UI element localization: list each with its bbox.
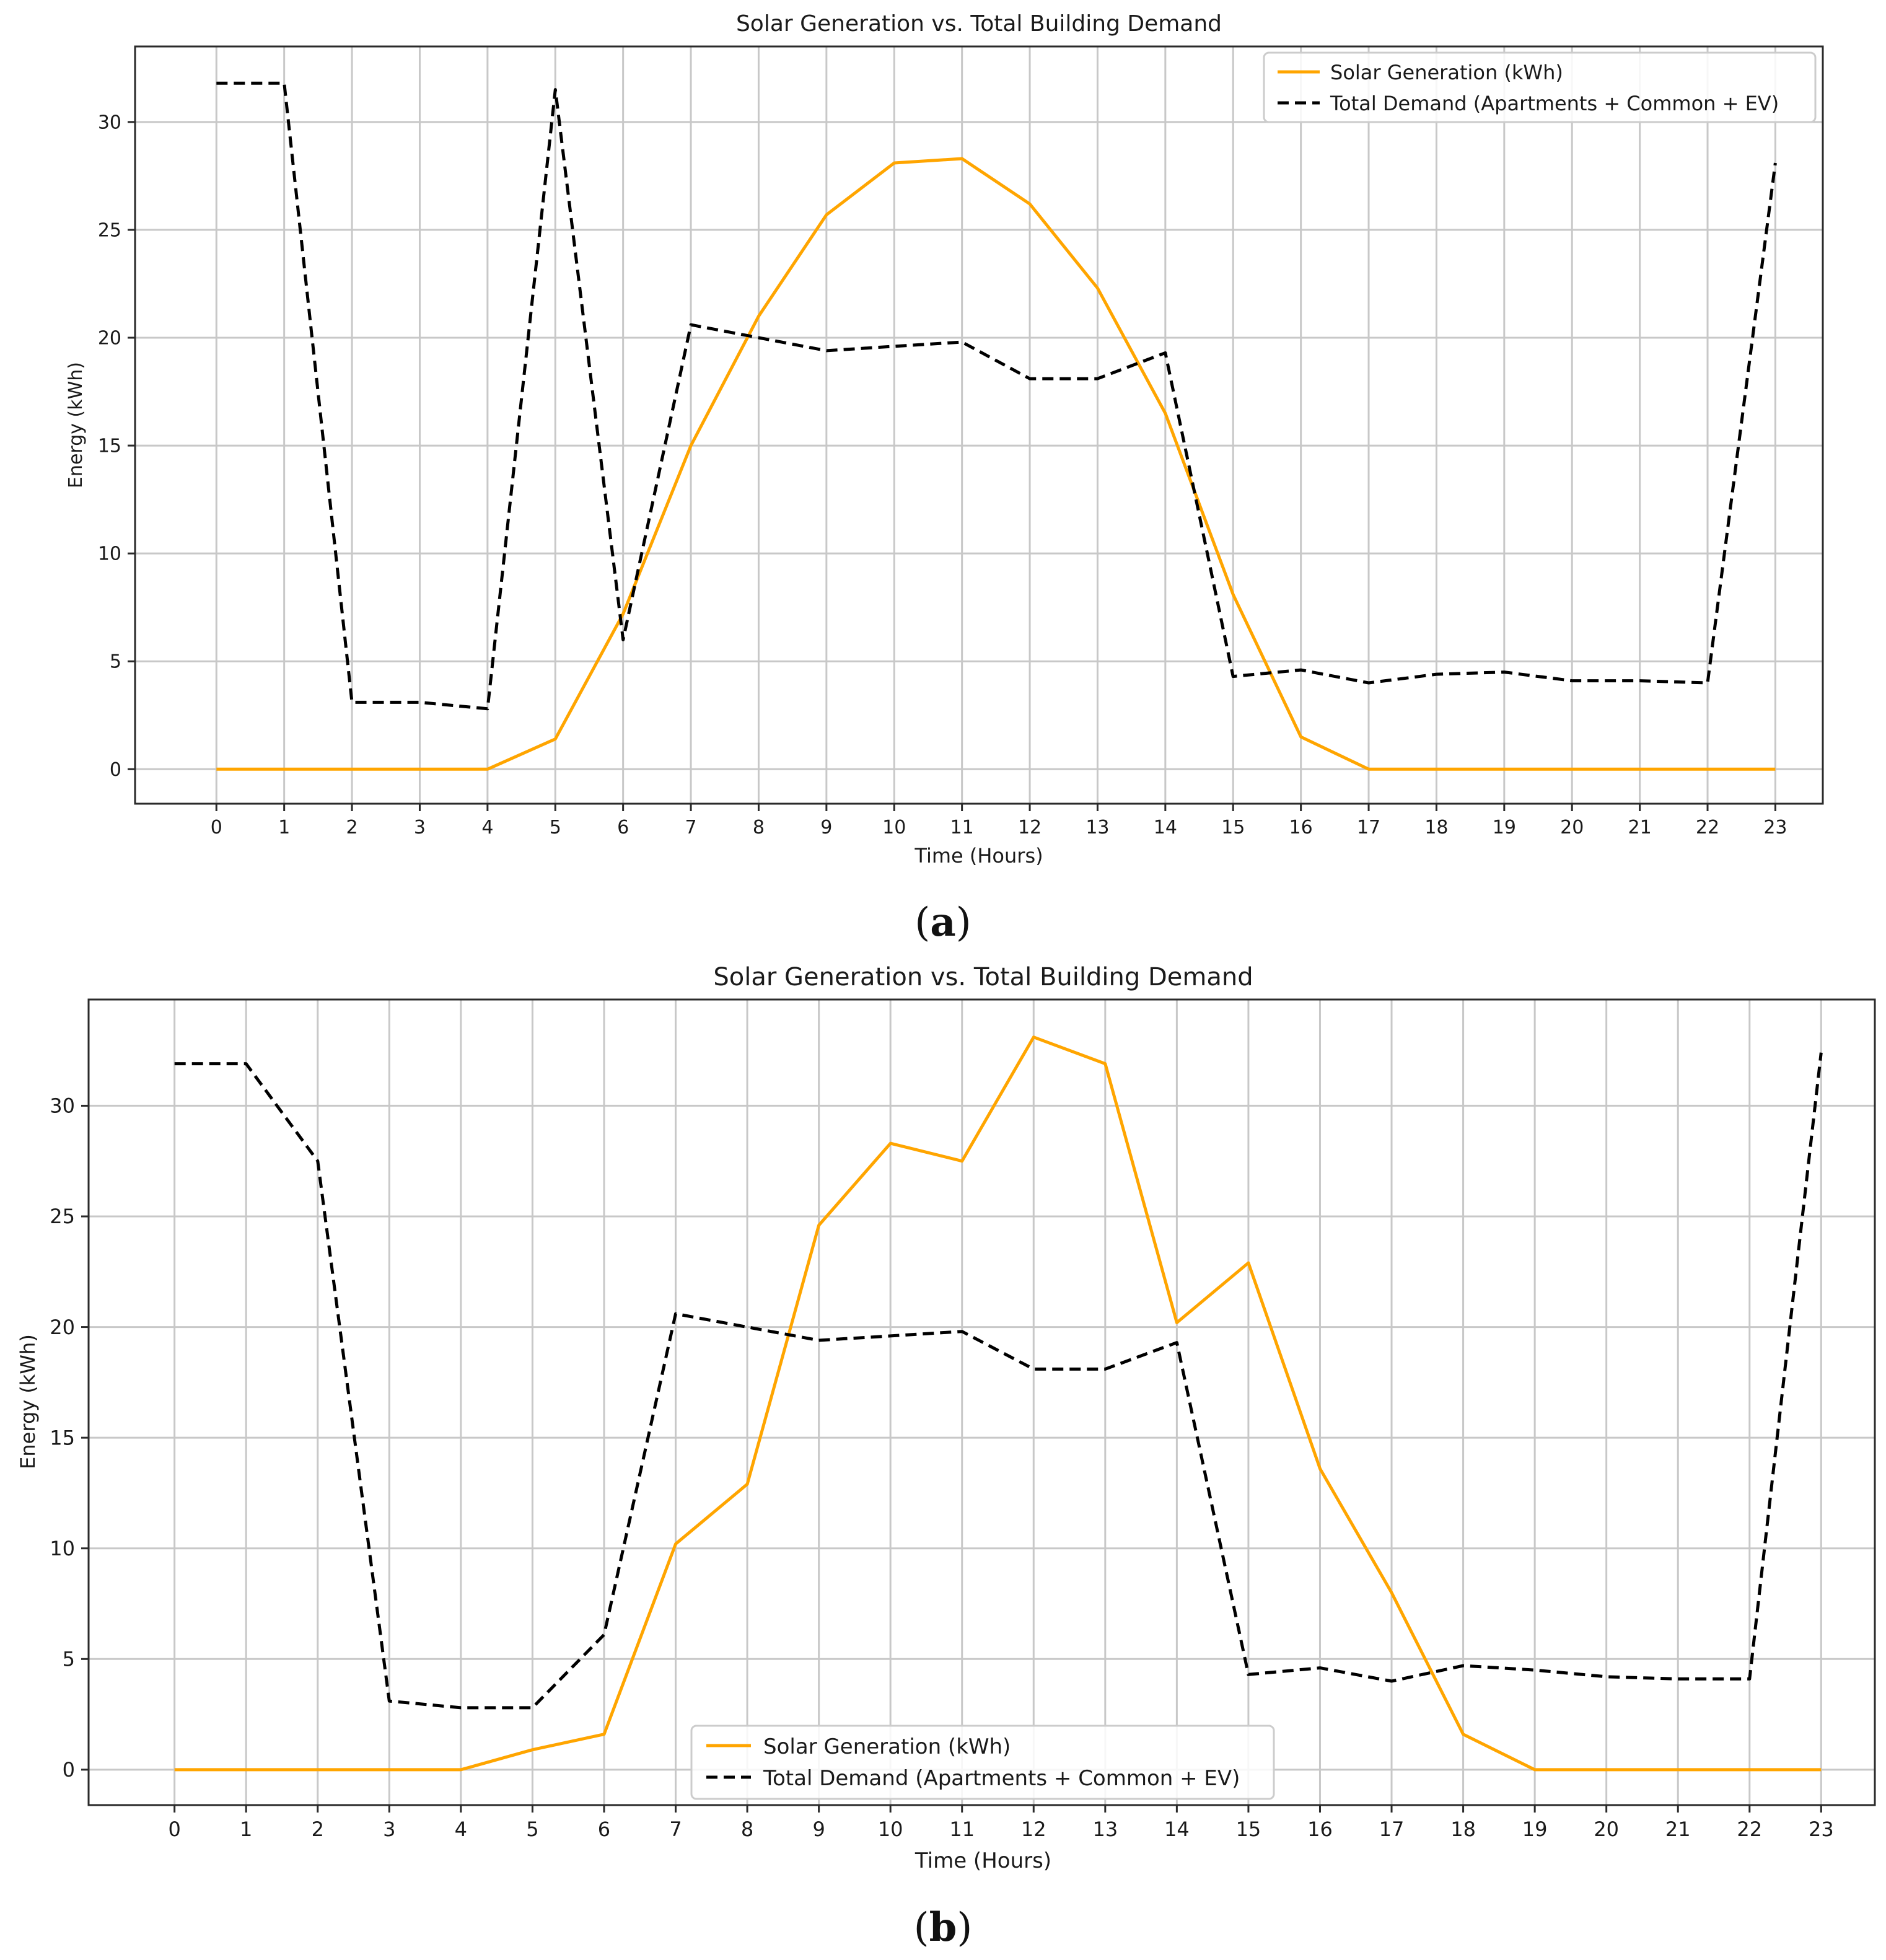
y-axis-label-b: Energy (kWh) <box>16 1334 40 1469</box>
y-tick-label: 25 <box>98 219 121 241</box>
x-tick-label: 1 <box>278 817 290 838</box>
panel-letter-b: b <box>929 1904 957 1951</box>
x-tick-label: 7 <box>685 817 697 838</box>
x-tick-label: 16 <box>1307 1817 1333 1841</box>
legend-label-demand-b: Total Demand (Apartments + Common + EV) <box>763 1766 1240 1791</box>
x-tick-label: 0 <box>168 1817 180 1841</box>
x-tick-label: 14 <box>1164 1817 1190 1841</box>
panel-letter-a: a <box>930 899 955 946</box>
x-tick-label: 12 <box>1021 1817 1046 1841</box>
y-tick-label: 5 <box>110 651 121 673</box>
legend-box-a <box>1263 51 1817 123</box>
legend-label-solar-a: Solar Generation (kWh) <box>1330 61 1563 84</box>
panel-label-a: (a) <box>914 899 971 946</box>
plot-frame-b <box>87 998 1876 1806</box>
x-tick-label: 2 <box>312 1817 324 1841</box>
legend-label-demand-a: Total Demand (Apartments + Common + EV) <box>1330 92 1779 115</box>
x-ticks-a: 0 1 2 3 4 5 6 7 8 9 10 11 12 13 14 15 16 17 18 19 20 21 22 23 <box>211 804 1787 838</box>
x-tick-label: 14 <box>1154 817 1177 838</box>
legend-b: Solar Generation (kWh) Total Demand (Apa… <box>690 1725 1275 1800</box>
legend-label-solar-b: Solar Generation (kWh) <box>763 1734 1011 1759</box>
x-tick-label: 20 <box>1594 1817 1619 1841</box>
solar-generation-line <box>216 157 1776 771</box>
x-tick-label: 17 <box>1357 817 1380 838</box>
x-tick-label: 17 <box>1379 1817 1405 1841</box>
plot-b <box>174 1035 1823 1772</box>
x-tick-label: 19 <box>1493 817 1516 838</box>
grid-b <box>89 1000 1875 1805</box>
y-tick-label: 30 <box>98 112 121 133</box>
x-tick-label: 5 <box>526 1817 538 1841</box>
x-tick-label: 21 <box>1628 817 1652 838</box>
x-tick-label: 12 <box>1018 817 1042 838</box>
total-demand-line <box>174 1052 1823 1710</box>
y-tick-label: 10 <box>98 543 121 565</box>
x-tick-label: 10 <box>882 817 906 838</box>
y-tick-label: 20 <box>50 1316 75 1339</box>
x-tick-label: 8 <box>753 817 765 838</box>
x-tick-label: 3 <box>383 1817 395 1841</box>
chart-title-b: Solar Generation vs. Total Building Dema… <box>713 963 1253 991</box>
legend-a: Solar Generation (kWh) Total Demand (Apa… <box>1263 51 1817 123</box>
panel-label-b: (b) <box>914 1904 973 1951</box>
y-ticks-b: 0 5 10 15 20 25 30 <box>50 1094 89 1782</box>
x-ticks-b: 0 1 2 3 4 5 6 7 8 9 10 11 12 13 14 15 16 17 18 19 20 21 22 23 <box>168 1805 1834 1841</box>
y-tick-label: 5 <box>63 1647 75 1671</box>
x-tick-label: 4 <box>455 1817 467 1841</box>
x-tick-label: 23 <box>1763 817 1787 838</box>
solar-generation-line <box>174 1035 1822 1772</box>
x-tick-label: 4 <box>481 817 493 838</box>
x-axis-label-b: Time (Hours) <box>914 1848 1051 1873</box>
plot-a <box>216 81 1777 771</box>
x-axis-label-a: Time (Hours) <box>914 844 1043 868</box>
chart-panel-b: Solar Generation vs. Total Building Dema… <box>16 963 1876 1951</box>
x-tick-label: 13 <box>1092 1817 1118 1841</box>
x-tick-label: 10 <box>878 1817 903 1841</box>
x-tick-label: 21 <box>1665 1817 1691 1841</box>
grid-a <box>135 46 1823 804</box>
y-tick-label: 10 <box>50 1537 75 1560</box>
y-tick-label: 25 <box>50 1205 75 1228</box>
x-tick-label: 22 <box>1696 817 1719 838</box>
chart-panel-a: Solar Generation vs. Total Building Dema… <box>65 11 1824 946</box>
x-tick-label: 20 <box>1560 817 1584 838</box>
y-ticks-a: 0 5 10 15 20 25 30 <box>98 112 135 781</box>
x-tick-label: 0 <box>211 817 222 838</box>
x-tick-label: 3 <box>414 817 426 838</box>
x-tick-label: 6 <box>617 817 629 838</box>
x-tick-label: 13 <box>1086 817 1109 838</box>
x-tick-label: 23 <box>1809 1817 1834 1841</box>
y-axis-label-a: Energy (kWh) <box>65 362 87 488</box>
x-tick-label: 8 <box>741 1817 753 1841</box>
x-tick-label: 22 <box>1737 1817 1762 1841</box>
y-tick-label: 30 <box>50 1094 75 1118</box>
total-demand-line <box>216 81 1777 711</box>
plot-frame-a <box>134 45 1824 805</box>
x-tick-label: 18 <box>1450 1817 1476 1841</box>
x-tick-label: 9 <box>820 817 832 838</box>
x-tick-label: 15 <box>1221 817 1245 838</box>
x-tick-label: 9 <box>812 1817 825 1841</box>
y-tick-label: 0 <box>110 759 121 781</box>
legend-box-b <box>690 1725 1275 1800</box>
x-tick-label: 16 <box>1289 817 1313 838</box>
y-tick-label: 20 <box>98 328 121 349</box>
x-tick-label: 18 <box>1424 817 1448 838</box>
x-tick-label: 2 <box>346 817 358 838</box>
x-tick-label: 5 <box>550 817 561 838</box>
y-tick-label: 15 <box>50 1426 75 1449</box>
chart-title-a: Solar Generation vs. Total Building Dema… <box>736 11 1222 37</box>
x-tick-label: 11 <box>950 817 974 838</box>
x-tick-label: 1 <box>240 1817 252 1841</box>
x-tick-label: 19 <box>1522 1817 1548 1841</box>
x-tick-label: 15 <box>1236 1817 1261 1841</box>
x-tick-label: 7 <box>669 1817 682 1841</box>
y-tick-label: 0 <box>63 1758 75 1782</box>
x-tick-label: 6 <box>598 1817 610 1841</box>
x-tick-label: 11 <box>949 1817 975 1841</box>
y-tick-label: 15 <box>98 436 121 457</box>
